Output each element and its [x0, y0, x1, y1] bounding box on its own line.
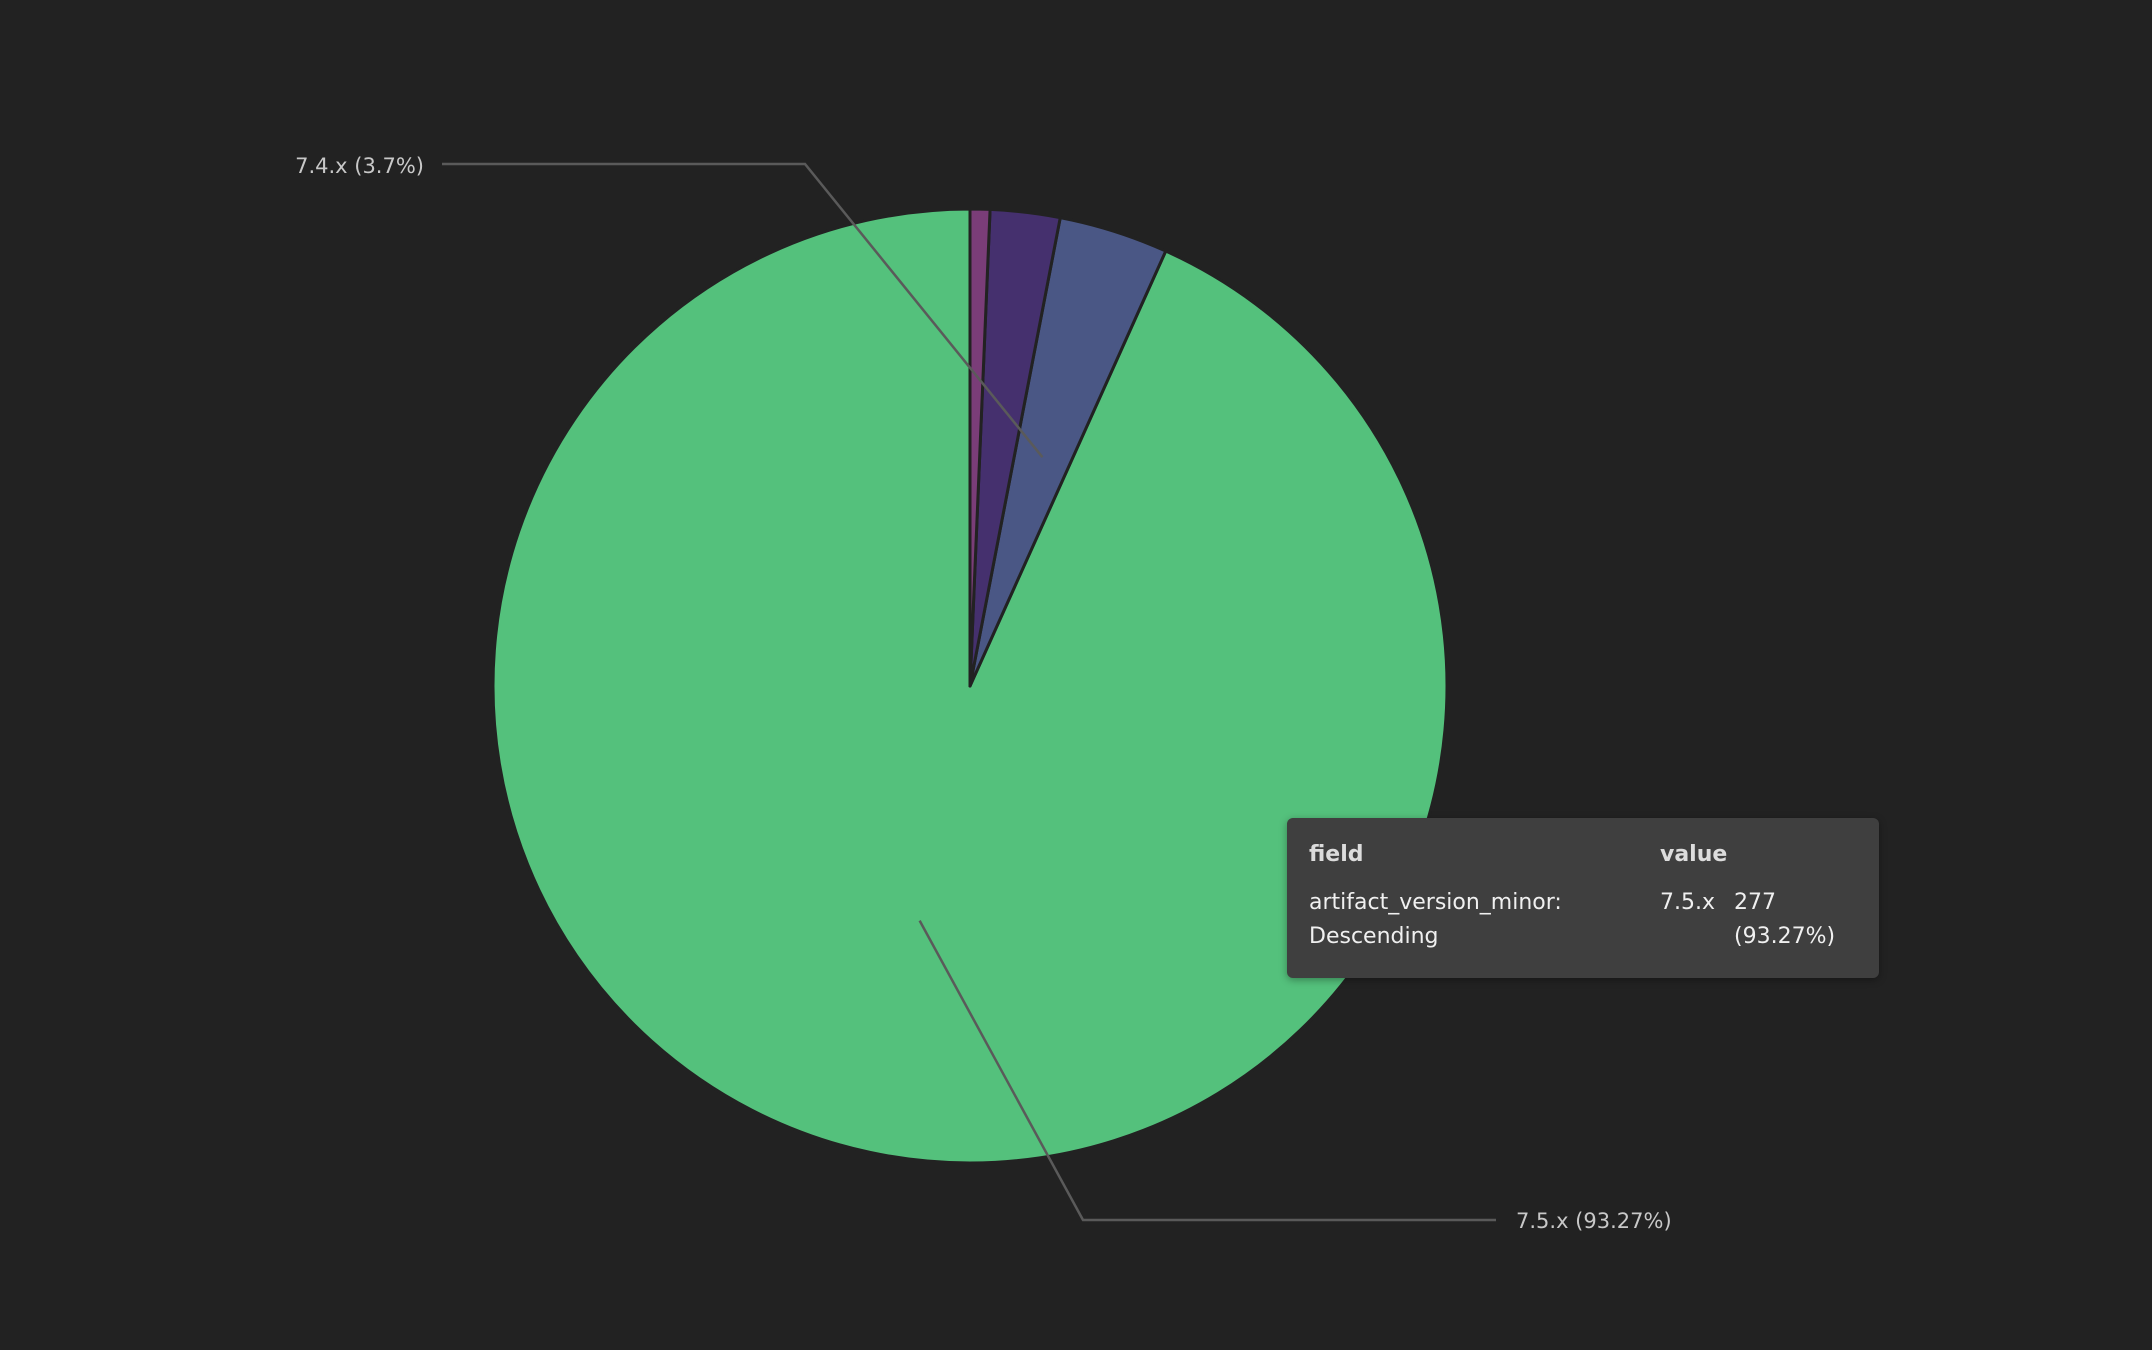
tooltip-field-line-2: Descending — [1309, 924, 1439, 949]
tooltip-field-cell: artifact_version_minor: Descending — [1309, 886, 1639, 954]
pie-slices — [491, 207, 1449, 1165]
tooltip-field-line-1: artifact_version_minor: — [1309, 890, 1562, 915]
tooltip-value-cell: 7.5.x — [1660, 886, 1730, 920]
slice-label-7-5-x: 7.5.x (93.27%) — [1516, 1209, 1672, 1233]
slice-label-7-4-x: 7.4.x (3.7%) — [295, 154, 424, 178]
pie-slice-7-5-x[interactable] — [491, 207, 1449, 1165]
tooltip-header-value: value — [1660, 842, 1728, 867]
leader-lines — [442, 162, 1496, 1222]
tooltip-value: 7.5.x — [1660, 890, 1715, 915]
leader-line-7-4-x — [442, 162, 1044, 458]
leader-line-7-5-x — [918, 920, 1496, 1222]
tooltip: field value artifact_version_minor: Desc… — [1287, 818, 1879, 978]
tooltip-count-cell: 277 (93.27%) — [1734, 886, 1854, 954]
tooltip-percent: (93.27%) — [1734, 924, 1836, 949]
tooltip-header-field: field — [1309, 842, 1364, 867]
pie-slice-series-3[interactable] — [968, 207, 992, 688]
tooltip-count: 277 — [1734, 890, 1776, 915]
